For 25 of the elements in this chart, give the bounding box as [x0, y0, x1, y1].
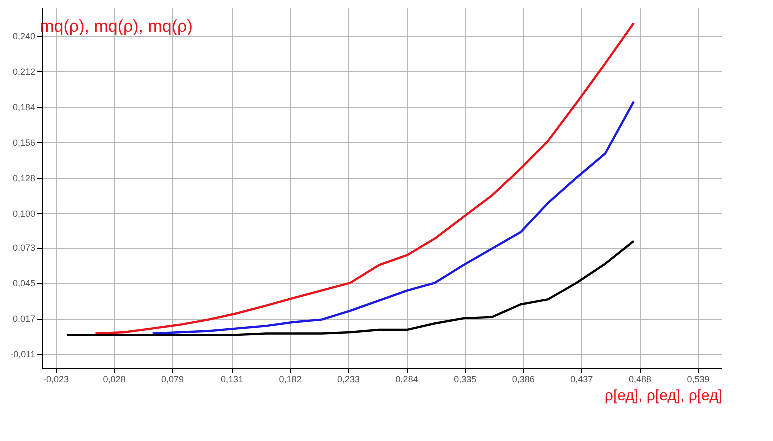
x-tick-label: 0,386: [512, 374, 535, 384]
y-tick-label: 0,240: [12, 31, 36, 42]
x-tick-label: 0,488: [628, 374, 652, 384]
x-tick-label: 0,131: [220, 374, 244, 384]
x-tick-label: 0,079: [162, 374, 184, 384]
x-tick-label: -0,023: [43, 374, 69, 384]
y-tick-label: -0,011: [10, 350, 36, 360]
x-tick-label: 0,233: [338, 374, 360, 384]
y-tick-label: 0,100: [12, 208, 36, 219]
x-tick-label: 0,028: [103, 374, 126, 384]
y-tick-label: 0,128: [12, 173, 36, 184]
x-tick-label: 0,335: [454, 374, 477, 384]
y-tick-label: 0,045: [12, 278, 36, 289]
x-tick-label: 0,284: [396, 374, 418, 384]
line-series: [66, 240, 636, 336]
y-tick-label: 0,212: [12, 66, 36, 77]
x-tick-label: 0,539: [687, 374, 710, 384]
x-tick-label: 0,437: [570, 374, 594, 384]
x-axis-title: ρ[ед], ρ[ед], ρ[ед]: [604, 388, 722, 404]
y-tick-label: 0,017: [12, 314, 36, 324]
y-tick-label: 0,184: [12, 102, 36, 112]
y-tick-label: 0,073: [12, 243, 36, 254]
line-series: [152, 100, 636, 335]
x-tick-label: 0,182: [279, 374, 302, 384]
y-tick-label: 0,156: [12, 138, 36, 148]
